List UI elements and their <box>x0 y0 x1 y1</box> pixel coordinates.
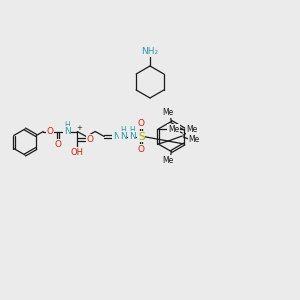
Text: O: O <box>55 140 62 149</box>
Text: H: H <box>120 126 126 135</box>
Text: Me: Me <box>163 156 174 165</box>
Text: O: O <box>47 127 54 136</box>
Text: N: N <box>64 127 70 136</box>
Text: NH₂: NH₂ <box>141 47 159 56</box>
Text: Me: Me <box>187 125 198 134</box>
Text: N: N <box>120 132 127 141</box>
Text: H: H <box>64 121 70 130</box>
Text: O: O <box>138 145 145 154</box>
Text: Me: Me <box>169 124 180 134</box>
Text: N: N <box>129 132 136 141</box>
Text: S: S <box>138 131 145 142</box>
Text: Me: Me <box>163 108 174 117</box>
Text: O: O <box>138 119 145 128</box>
Text: N: N <box>113 132 120 141</box>
Text: +: + <box>76 124 82 130</box>
Text: O: O <box>87 135 94 144</box>
Text: H: H <box>129 126 135 135</box>
Text: Me: Me <box>189 136 200 145</box>
Text: O: O <box>168 124 175 134</box>
Text: OH: OH <box>71 148 84 157</box>
